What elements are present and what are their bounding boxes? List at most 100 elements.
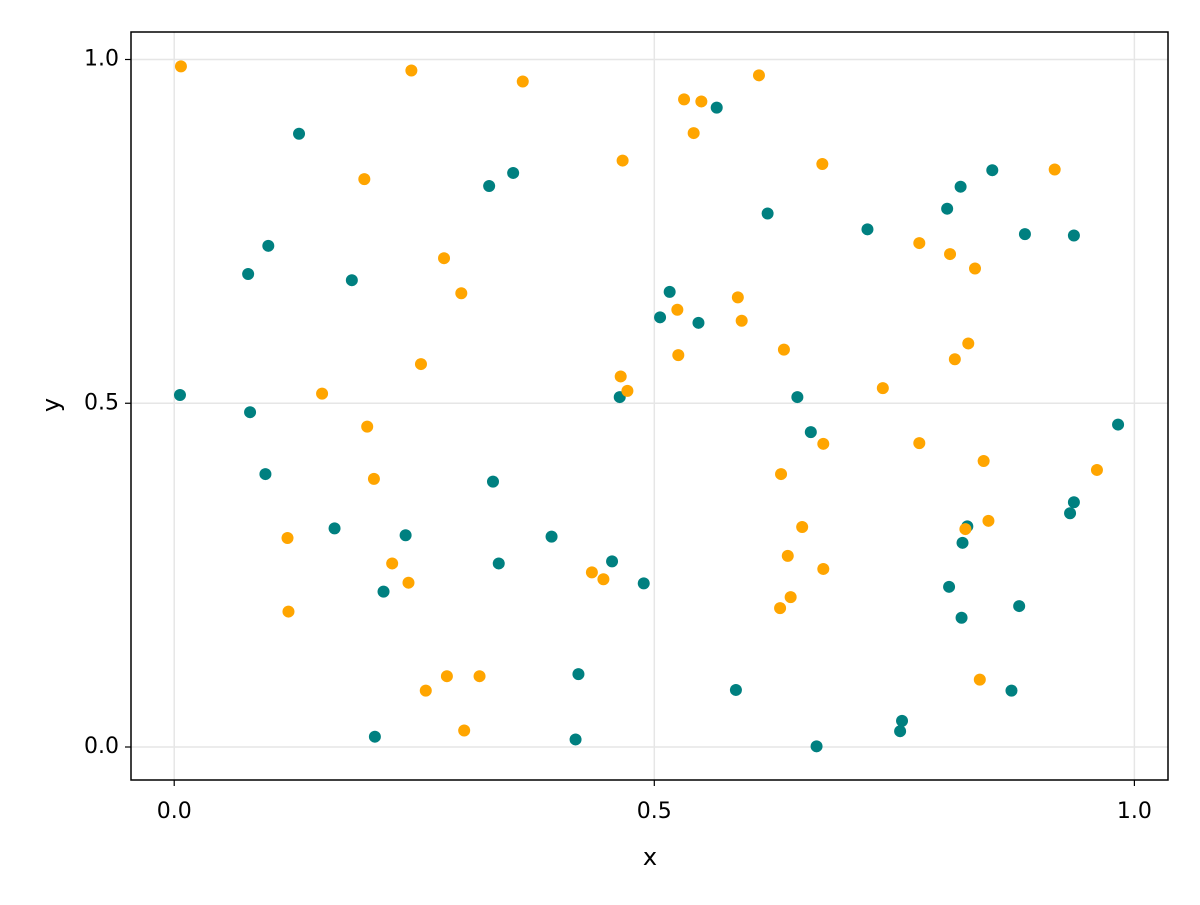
orange-data-point: [876, 382, 889, 395]
orange-data-point: [913, 237, 926, 250]
orange-data-point: [585, 566, 598, 579]
orange-data-point: [473, 670, 486, 683]
orange-data-point: [174, 60, 187, 73]
orange-data-point: [440, 670, 453, 683]
teal-data-point: [1112, 418, 1125, 431]
orange-data-point: [678, 93, 691, 106]
teal-data-point: [368, 730, 381, 743]
orange-data-point: [959, 523, 972, 536]
orange-data-point: [977, 455, 990, 467]
orange-data-point: [316, 387, 329, 400]
orange-data-point: [796, 521, 809, 533]
teal-data-point: [345, 274, 358, 287]
orange-data-point: [597, 573, 610, 586]
orange-data-point: [672, 349, 685, 362]
orange-data-point: [948, 353, 961, 366]
orange-data-point: [777, 343, 790, 356]
teal-data-point: [943, 580, 956, 593]
teal-data-point: [956, 536, 969, 549]
orange-data-point: [982, 514, 995, 527]
teal-data-point: [941, 202, 954, 215]
teal-data-point: [483, 180, 496, 192]
teal-data-point: [492, 557, 505, 570]
teal-data-point: [242, 268, 255, 280]
teal-data-point: [729, 683, 742, 696]
orange-data-point: [781, 549, 794, 562]
x-tick-label: 0.5: [637, 799, 672, 824]
orange-data-point: [1090, 463, 1103, 476]
orange-data-point: [361, 420, 374, 433]
orange-data-point: [687, 127, 700, 140]
teal-data-point: [486, 475, 499, 488]
y-axis-label: y: [37, 398, 65, 412]
y-tick-label: 0.5: [84, 390, 119, 415]
teal-data-point: [545, 530, 558, 543]
teal-data-point: [810, 740, 823, 753]
teal-data-point: [861, 223, 874, 236]
orange-data-point: [458, 724, 471, 737]
teal-data-point: [328, 522, 341, 535]
grid-lines: [131, 32, 1168, 780]
teal-data-point: [259, 468, 272, 481]
orange-data-point: [775, 468, 788, 481]
x-axis-label: x: [643, 843, 657, 871]
orange-data-point: [402, 576, 415, 589]
orange-data-point: [358, 173, 371, 186]
orange-data-point: [752, 69, 765, 82]
teal-data-point: [1064, 507, 1077, 520]
orange-data-point: [973, 673, 986, 686]
data-points: [173, 60, 1125, 753]
orange-data-point: [367, 472, 380, 485]
orange-data-point: [962, 337, 975, 350]
teal-data-point: [791, 391, 804, 404]
orange-data-point: [386, 557, 399, 570]
teal-data-point: [173, 389, 186, 401]
y-tick-label: 1.0: [84, 47, 119, 72]
orange-data-point: [621, 384, 634, 397]
teal-data-point: [804, 426, 817, 439]
teal-data-point: [896, 714, 909, 727]
axis-ticks: 0.0 0.5 1.0 0.0 0.5 1.0: [84, 47, 1152, 825]
x-tick-label: 0.0: [157, 799, 192, 824]
orange-data-point: [438, 252, 451, 265]
orange-data-point: [774, 602, 787, 615]
teal-data-point: [606, 555, 619, 568]
y-tick-label: 0.0: [84, 734, 119, 759]
teal-data-point: [1067, 496, 1080, 509]
teal-data-point: [637, 577, 650, 590]
teal-data-point: [1067, 229, 1080, 242]
teal-data-point: [507, 166, 520, 179]
orange-data-point: [1048, 163, 1061, 176]
teal-data-point: [1013, 600, 1026, 613]
orange-data-point: [419, 684, 432, 697]
orange-data-point: [671, 303, 684, 316]
x-tick-label: 1.0: [1117, 799, 1152, 824]
teal-data-point: [654, 311, 667, 324]
teal-data-point: [262, 239, 275, 252]
teal-data-point: [710, 101, 723, 114]
teal-data-point: [761, 207, 774, 220]
orange-data-point: [616, 154, 629, 167]
orange-data-point: [731, 291, 744, 304]
teal-data-point: [569, 733, 582, 746]
orange-data-point: [816, 158, 829, 170]
teal-data-point: [955, 611, 968, 624]
orange-data-point: [282, 605, 295, 618]
orange-data-point: [944, 248, 957, 261]
teal-data-point: [663, 285, 676, 298]
teal-data-point: [954, 180, 967, 193]
orange-data-point: [784, 591, 797, 604]
orange-data-point: [614, 370, 627, 383]
orange-data-point: [735, 314, 748, 327]
plot-frame: [130, 31, 1169, 781]
orange-data-point: [516, 75, 529, 88]
teal-data-point: [244, 406, 257, 419]
orange-data-point: [414, 358, 427, 371]
orange-data-point: [817, 562, 830, 575]
orange-data-point: [455, 287, 468, 300]
teal-data-point: [692, 316, 705, 329]
teal-data-point: [1005, 684, 1018, 697]
